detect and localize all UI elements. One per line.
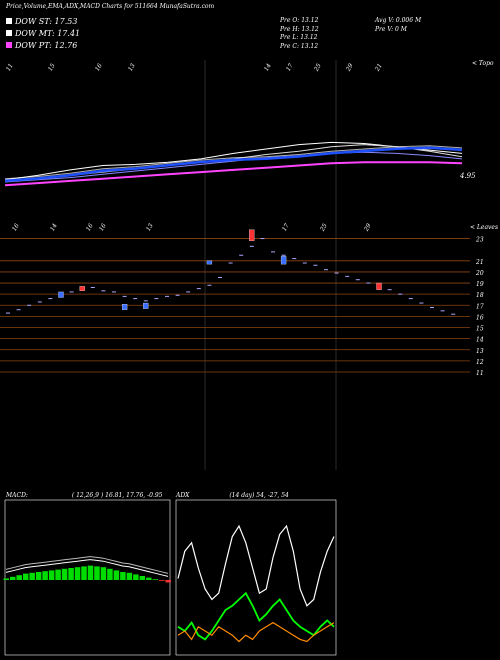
macd-bar-19 [126,572,133,580]
legend-label-st: DOW ST: 17.53 [15,17,78,26]
ema-line-blue [4,146,463,182]
macd-bar-20 [133,574,139,580]
macd-bar-25 [165,580,171,583]
price-candle-7 [79,286,85,291]
macd-bar-21 [139,576,146,580]
legend-swatch-pt [6,42,12,48]
pre-volume: Pre V: 0 M [375,25,407,33]
macd-plot [3,556,171,583]
price-tick-label-3: 19 [476,281,484,288]
adx-line-1 [177,591,335,641]
adx-plot [177,524,335,643]
price-grid [0,238,470,373]
macd-bar-11 [74,567,81,580]
legend-swatch-mt [6,30,12,36]
price-tick-label-6: 16 [476,314,484,321]
price-tick-label-8: 14 [476,337,484,344]
legend-swatch-st [6,18,12,24]
price-tick-label-11: 11 [476,370,484,377]
macd-bar-17 [113,570,120,580]
pre-close: Pre C: 13.12 [280,42,319,50]
adx-header: ADX (14 day) 54, -27, 54 [176,492,289,499]
adx-values: (14 day) 54, -27, 54 [229,492,289,499]
ohlc-block: Pre O: 13.12 Pre H: 13.12 Pre L: 13.12 P… [280,17,319,51]
top-panel-grid [204,60,337,470]
legend-label-mt: DOW MT: 17.41 [15,29,81,38]
ema-line-3 [4,151,463,183]
macd-bar-6 [42,571,48,580]
macd-bar-1 [9,576,16,580]
price-candle-23 [249,229,255,241]
price-tick-label-1: 21 [475,259,484,266]
legend-item-dow-st: DOW ST: 17.53 [6,16,80,28]
macd-line-0 [5,559,169,577]
price-candle-35 [376,282,382,290]
price-candle-5 [58,291,64,298]
macd-line-1 [5,556,169,574]
price-tick-label-0: 23 [475,237,484,244]
price-tick-label-10: 12 [476,359,484,366]
avg-volume: Avg V: 0.006 M [375,17,422,24]
macd-bar-5 [35,572,42,580]
chart-title-text: Price,Volume,EMA,ADX,MACD Charts for 511… [6,3,158,10]
macd-bar-14 [94,566,100,580]
price-candle-11 [121,304,128,310]
macd-bar-15 [100,567,107,580]
chart-title: Price,Volume,EMA,ADX,MACD Charts for 511… [6,3,214,10]
pre-low: Pre L: 13.12 [280,34,318,41]
price-y-ticks: 23 21 20 19 18 17 16 15 14 13 12 11 [475,237,484,377]
macd-bar-12 [81,566,87,580]
macd-bar-18 [120,572,126,580]
price-candle-26 [280,256,287,265]
macd-bar-2 [16,575,22,580]
macd-label: MACD: [6,492,28,499]
macd-bar-3 [22,573,29,580]
legend-label-pt: DOW PT: 12.76 [15,41,78,50]
legend: DOW ST: 17.53 DOW MT: 17.41 DOW PT: 12.7… [6,16,80,52]
price-candle-19 [206,260,213,265]
price-tick-label-7: 15 [476,326,484,333]
price-tick-label-9: 13 [476,348,484,355]
legend-item-dow-pt: DOW PT: 12.76 [6,40,80,52]
macd-values: ( 12,26,9 ) 16.81, 17.76, -0.95 [71,492,163,499]
macd-bar-4 [29,572,35,580]
volume-block: Avg V: 0.006 M Pre V: 0 M [375,17,421,34]
macd-bar-7 [48,570,55,580]
pre-high: Pre H: 13.12 [280,25,319,33]
adx-panel-frame [175,499,337,656]
price-tick-label-2: 20 [475,270,484,277]
site-name: MunafaSutra.com [159,3,215,10]
macd-bar-8 [55,569,61,580]
pre-open: Pre O: 13.12 [280,17,319,24]
top-panel-ema-lines [4,141,463,187]
top-panel-label: < Topo [472,60,494,67]
adx-line-0 [177,524,335,607]
ema-line-4 [4,161,463,187]
adx-line-2 [177,621,335,643]
price-points [6,238,456,315]
macd-bar-23 [152,579,159,580]
price-panel-label: < Leaves [470,224,499,231]
macd-bar-24 [159,580,165,581]
price-tick-label-5: 17 [476,303,484,310]
macd-bar-22 [146,577,152,580]
legend-item-dow-mt: DOW MT: 17.41 [6,28,80,40]
top-last-value: 4.95 [460,172,476,180]
adx-label: ADX [176,492,190,499]
macd-bar-16 [107,568,113,580]
price-candles [58,229,382,310]
macd-bar-0 [3,578,9,580]
price-tick-label-4: 18 [476,292,484,299]
ema-line-0 [4,145,463,180]
macd-header: MACD: ( 12,26,9 ) 16.81, 17.76, -0.95 [6,492,163,499]
macd-bar-10 [68,568,74,580]
macd-bar-9 [61,568,68,580]
macd-bar-13 [87,565,94,580]
price-candle-13 [143,302,149,309]
